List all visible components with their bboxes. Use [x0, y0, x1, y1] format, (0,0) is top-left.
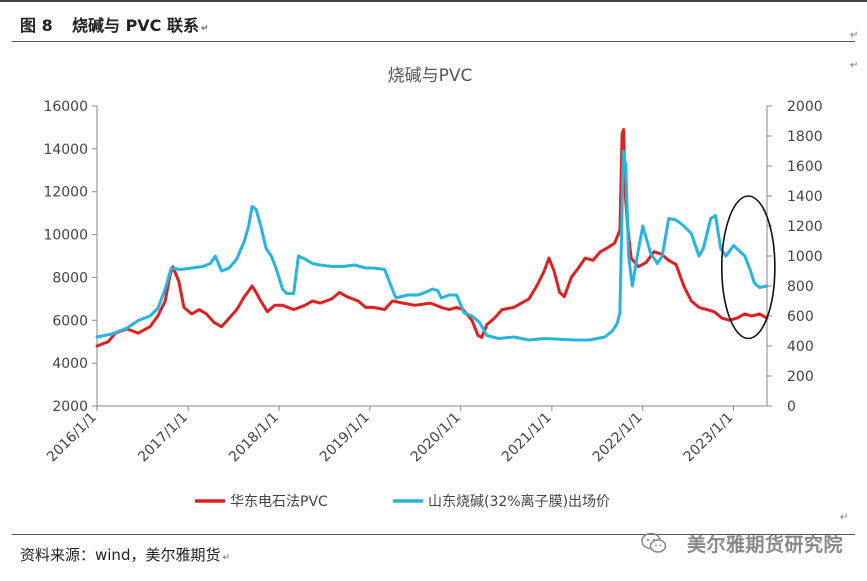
y-right-tick-label: 1400 — [787, 189, 823, 205]
y-right-tick-label: 1000 — [787, 249, 823, 265]
paragraph-mark-icon: ↵ — [850, 30, 859, 41]
series-line-pvc — [95, 128, 769, 348]
y-right-tick-label: 200 — [787, 369, 814, 385]
figure-header: 图 8 烧碱与 PVC 联系 ↵ — [0, 0, 867, 42]
y-right-tick-label: 1600 — [787, 159, 823, 175]
source-note: 资料来源：wind，美尔雅期货 ↵ — [20, 544, 230, 565]
y-left-tick-label: 6000 — [52, 313, 88, 329]
wechat-icon — [641, 532, 667, 553]
annotation-ellipse — [720, 195, 776, 340]
chart-annotation-layer — [720, 195, 776, 340]
chart-series-layer — [95, 128, 769, 348]
y-right-tick-label: 2000 — [787, 99, 823, 115]
brand-watermark: 美尔雅期货研究院 — [686, 534, 843, 556]
x-tick-label: 2023/1/1 — [681, 410, 737, 466]
chart-container: 烧碱与PVC 2000 4000 6000 8000 10000 12000 14000 16… — [0, 44, 867, 524]
x-tick-label: 2020/1/1 — [408, 410, 464, 466]
paragraph-mark-icon: ↵ — [222, 553, 231, 563]
paragraph-mark-icon: ↵ — [850, 60, 859, 71]
x-tick-label: 2022/1/1 — [590, 410, 646, 466]
x-tick-label: 2017/1/1 — [135, 410, 191, 466]
y-right-tick-label: 0 — [787, 399, 796, 415]
y-right-tick-label: 400 — [787, 339, 814, 355]
x-tick-label: 2018/1/1 — [226, 410, 282, 466]
header-bottom-rule — [12, 41, 855, 42]
x-tick-label: 2021/1/1 — [499, 410, 555, 466]
y-right-tick-label: 1800 — [787, 129, 823, 145]
figure-number: 图 8 — [20, 16, 53, 35]
footer-rule — [12, 534, 855, 535]
chart-axes: 2000 4000 6000 8000 10000 12000 14000 16000 0 200… — [43, 99, 822, 465]
y-left-tick-label: 8000 — [52, 270, 88, 286]
source-text: 资料来源：wind，美尔雅期货 — [20, 546, 221, 564]
y-left-tick-label: 10000 — [43, 228, 88, 244]
y-left-tick-label: 14000 — [43, 142, 88, 158]
y-right-tick-label: 800 — [787, 279, 814, 295]
y-left-tick-label: 16000 — [43, 99, 88, 115]
legend-label-caustic-soda: 山东烧碱(32%离子膜)出场价 — [428, 493, 610, 510]
y-left-tick-label: 4000 — [52, 356, 88, 372]
y-right-tick-label: 1200 — [787, 219, 823, 235]
figure-title: 烧碱与 PVC 联系 ↵ — [72, 12, 209, 36]
x-tick-label: 2019/1/1 — [317, 410, 373, 466]
figure-title-text: 烧碱与 PVC 联系 — [72, 16, 199, 35]
series-line-caustic-soda — [95, 149, 769, 342]
header-top-rule — [0, 0, 867, 2]
y-left-tick-label: 2000 — [52, 399, 88, 415]
chart-title: 烧碱与PVC — [388, 66, 473, 86]
legend-label-pvc: 华东电石法PVC — [230, 494, 328, 510]
paragraph-mark-icon: ↵ — [201, 24, 209, 34]
line-chart: 烧碱与PVC 200040006000800010000120001400016… — [43, 66, 822, 510]
y-left-tick-label: 12000 — [43, 185, 88, 201]
x-tick-label: 2016/1/1 — [44, 410, 100, 466]
y-right-tick-label: 600 — [787, 309, 814, 325]
chart-legend: 华东电石法PVC 山东烧碱(32%离子膜)出场价 — [195, 493, 610, 510]
paragraph-mark-icon: ↵ — [840, 512, 849, 523]
